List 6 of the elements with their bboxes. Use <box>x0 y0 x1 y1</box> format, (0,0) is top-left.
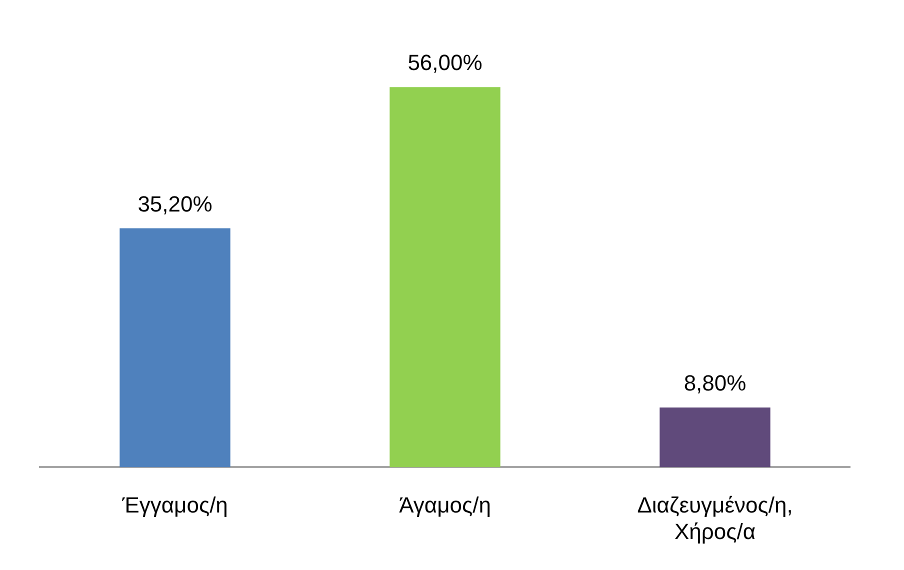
data-label: 8,80% <box>684 370 746 396</box>
data-label: 56,00% <box>408 50 482 76</box>
x-tick-label: Άγαμος/η <box>399 492 491 518</box>
data-label: 35,20% <box>138 191 212 216</box>
x-tick-label: Έγγαμος/η <box>121 492 228 518</box>
x-tick-label: Διαζευγμένος/η, Χήρος/α <box>637 492 793 544</box>
